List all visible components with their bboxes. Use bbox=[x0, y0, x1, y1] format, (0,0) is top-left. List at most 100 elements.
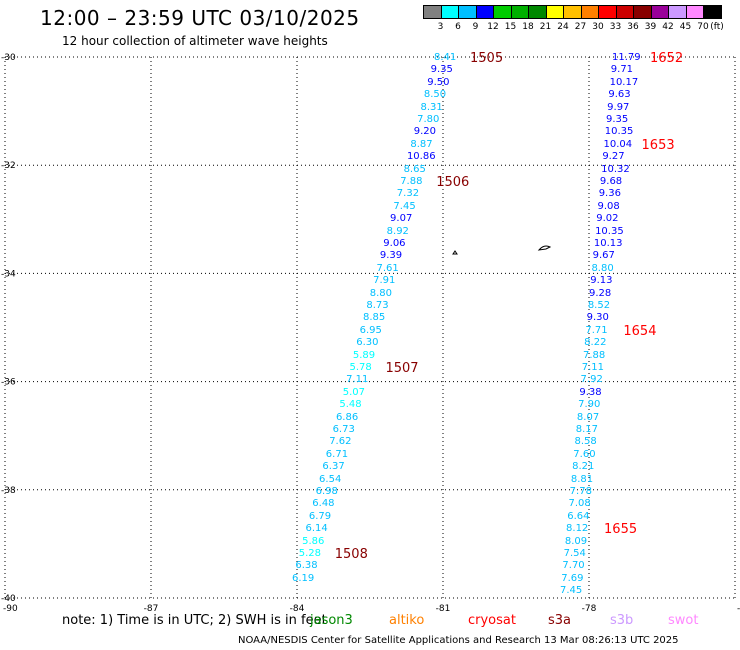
track-b-wave-value: 7.45 bbox=[560, 585, 583, 597]
longitude-tick-label: -84 bbox=[290, 604, 305, 614]
colorbar-tick-label: 30 bbox=[592, 22, 604, 32]
track-b-wave-value: 8.58 bbox=[574, 436, 597, 448]
island-outline bbox=[537, 245, 552, 251]
track-a-wave-value: 6.54 bbox=[319, 473, 342, 485]
colorbar-tick-label: 3 bbox=[437, 22, 444, 32]
track-b-wave-value: 8.12 bbox=[566, 523, 589, 535]
colorbar-tick-label: 18 bbox=[522, 22, 534, 32]
track-a-wave-value: 9.35 bbox=[430, 64, 453, 76]
colorbar-tick-label: 6 bbox=[455, 22, 461, 32]
track-a-wave-value: 8.50 bbox=[423, 89, 447, 101]
track-b-wave-value: 7.69 bbox=[561, 572, 584, 584]
track-b-wave-value: 9.36 bbox=[598, 188, 621, 200]
track-b-wave-value: 9.38 bbox=[579, 386, 602, 398]
track-a-wave-value: 6.48 bbox=[312, 498, 335, 510]
track-a-wave-value: 5.86 bbox=[302, 535, 325, 547]
track-a-wave-value: 8.85 bbox=[363, 312, 386, 324]
colorbar-tick-label: 36 bbox=[627, 22, 639, 32]
track-b-wave-value: 10.17 bbox=[609, 76, 639, 88]
track-b-wave-value: 6.64 bbox=[567, 510, 590, 522]
track-a-wave-value: 7.45 bbox=[393, 200, 416, 212]
latitude-tick-label: -30 bbox=[1, 53, 16, 63]
track-b-wave-value: 8.80 bbox=[591, 262, 614, 274]
track-b-wave-value: 10.35 bbox=[604, 126, 634, 138]
map-title: 12:00 – 23:59 UTC 03/10/2025 bbox=[40, 6, 360, 30]
track-a-wave-value: 6.95 bbox=[359, 324, 382, 336]
track-b-wave-value: 9.27 bbox=[602, 151, 625, 163]
track-b-wave-value: 7.70 bbox=[562, 560, 585, 572]
track-b-wave-value: 8.17 bbox=[575, 424, 598, 435]
track-b-time-label: 1654 bbox=[623, 323, 657, 339]
track-a-wave-value: 7.80 bbox=[417, 114, 440, 125]
track-a-time-label: 1506 bbox=[436, 175, 470, 190]
longitude-tick-label: -90 bbox=[3, 604, 18, 614]
track-b-wave-value: 10.04 bbox=[603, 138, 633, 150]
track-a-wave-value: 6.79 bbox=[308, 510, 332, 522]
track-b-wave-value: 9.63 bbox=[608, 89, 631, 101]
track-b-wave-value: 8.22 bbox=[584, 337, 607, 349]
track-b-wave-value: 11.79 bbox=[612, 52, 641, 63]
track-a-wave-value: 10.86 bbox=[406, 151, 436, 163]
track-b-wave-value: 7.60 bbox=[573, 448, 596, 460]
footer-credit: NOAA/NESDIS Center for Satellite Applica… bbox=[238, 635, 679, 646]
track-a-wave-value: 7.11 bbox=[346, 374, 369, 386]
track-a-wave-value: 8.31 bbox=[420, 101, 443, 113]
longitude-tick-label: -75 bbox=[737, 604, 740, 614]
track-b-wave-value: 9.02 bbox=[596, 213, 619, 225]
longitude-tick-label: -81 bbox=[436, 604, 451, 614]
track-b-wave-value: 9.08 bbox=[597, 200, 620, 212]
island-outline bbox=[452, 250, 458, 255]
latitude-tick-label: -32 bbox=[1, 161, 16, 171]
track-a-wave-value: 9.39 bbox=[379, 250, 403, 262]
colorbar-tick-label: 9 bbox=[472, 22, 479, 32]
track-a-wave-value: 5.28 bbox=[298, 548, 322, 559]
satellite-legend-swot: swot bbox=[668, 613, 699, 628]
colorbar-tick-label: 24 bbox=[557, 22, 569, 32]
track-a-wave-value: 6.98 bbox=[315, 486, 338, 497]
track-a-wave-value: 9.50 bbox=[427, 76, 450, 88]
track-b-wave-value: 7.54 bbox=[563, 548, 586, 559]
colorbar-tick-label: 70 bbox=[697, 22, 709, 32]
track-b-wave-value: 7.11 bbox=[581, 362, 605, 373]
track-b-wave-value: 7.92 bbox=[580, 374, 603, 386]
track-a-wave-value: 8.41 bbox=[434, 52, 457, 63]
satellite-legend-jason3: jason3 bbox=[310, 613, 353, 628]
track-b-wave-value: 7.88 bbox=[582, 349, 606, 361]
track-a-wave-value: 7.91 bbox=[373, 275, 396, 287]
track-b-wave-value: 9.13 bbox=[590, 275, 613, 287]
track-a-wave-value: 6.71 bbox=[325, 448, 349, 460]
colorbar-tick-label: 45 bbox=[679, 22, 692, 32]
latitude-tick-label: -34 bbox=[1, 269, 16, 279]
colorbar-swatch bbox=[703, 5, 722, 19]
track-b-wave-value: 7.71 bbox=[585, 324, 608, 336]
track-a-wave-value: 7.62 bbox=[329, 436, 352, 448]
track-a-wave-value: 6.73 bbox=[332, 424, 355, 435]
track-a-wave-value: 9.06 bbox=[383, 238, 406, 249]
track-b-wave-value: 9.28 bbox=[589, 287, 612, 299]
track-b-wave-value: 10.32 bbox=[601, 163, 630, 175]
track-a-wave-value: 5.89 bbox=[352, 349, 376, 361]
track-b-wave-value: 9.71 bbox=[610, 64, 634, 76]
track-a-wave-value: 9.07 bbox=[390, 213, 413, 225]
colorbar-tick-label: 27 bbox=[574, 22, 587, 32]
track-b-wave-value: 8.81 bbox=[570, 473, 594, 485]
track-a-wave-value: 8.73 bbox=[366, 300, 389, 311]
track-a-wave-value: 6.30 bbox=[356, 337, 379, 349]
track-a-wave-value: 5.48 bbox=[339, 399, 362, 411]
track-a-wave-value: 8.87 bbox=[410, 138, 433, 150]
track-b-wave-value: 10.35 bbox=[595, 225, 624, 237]
track-b-wave-value: 9.35 bbox=[605, 114, 629, 125]
latitude-tick-label: -36 bbox=[1, 378, 16, 388]
track-a-wave-value: 6.19 bbox=[292, 572, 315, 584]
track-b-wave-value: 8.07 bbox=[576, 411, 600, 423]
colorbar-tick-label: 42 bbox=[662, 22, 674, 32]
track-a-time-label: 1508 bbox=[334, 547, 368, 562]
track-b-wave-value: 9.97 bbox=[607, 101, 630, 113]
track-b-time-label: 1655 bbox=[604, 522, 638, 538]
satellite-legend-s3b: s3b bbox=[610, 613, 634, 628]
satellite-legend-altiko: altiko bbox=[389, 613, 425, 628]
colorbar-tick-label: 33 bbox=[609, 22, 622, 32]
track-b-time-label: 1653 bbox=[641, 137, 675, 153]
